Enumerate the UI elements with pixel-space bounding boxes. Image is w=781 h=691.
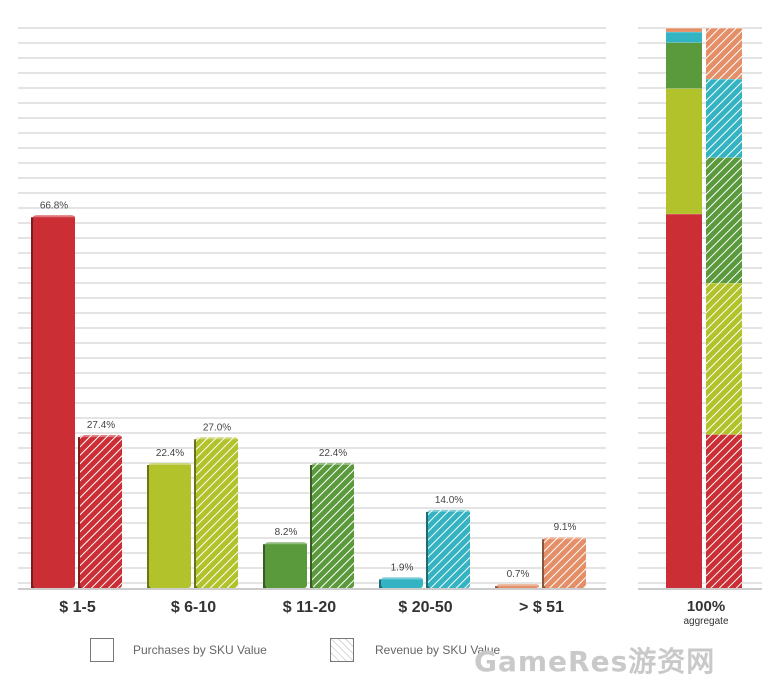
aggregate-stack <box>666 27 742 589</box>
bar-purchases <box>495 584 539 588</box>
aggregate-segment-purchases <box>666 27 702 32</box>
bar-purchases <box>263 542 307 588</box>
aggregate-segment-revenue <box>706 433 742 588</box>
aggregate-segment-revenue <box>706 27 742 80</box>
data-label: 22.4% <box>156 448 184 459</box>
bar-purchases <box>379 577 423 588</box>
aggregate-segment-revenue <box>706 282 742 435</box>
data-label: 1.9% <box>391 562 414 573</box>
data-labels: 66.8% 27.4% 22.4% 27.0% 8.2% 22.4% 1.9% 14.0% 0.… <box>40 200 577 580</box>
aggregate-segment-purchases <box>666 87 702 214</box>
aggregate-sublabel: aggregate <box>683 616 728 627</box>
aggregate-segment-purchases <box>666 31 702 43</box>
data-label: 27.0% <box>203 422 231 433</box>
aggregate-segment-purchases <box>666 213 702 589</box>
legend-revenue-swatch <box>330 638 354 662</box>
data-label: 9.1% <box>554 522 577 533</box>
legend-revenue-label: Revenue by SKU Value <box>375 643 501 657</box>
bar-revenue <box>426 509 470 588</box>
aggregate-label: 100% <box>687 598 725 615</box>
aggregate-segment-revenue <box>706 156 742 284</box>
bar-revenue <box>542 537 586 588</box>
data-label: 8.2% <box>275 527 298 538</box>
bars <box>31 215 586 589</box>
data-label: 0.7% <box>507 569 530 580</box>
data-label: 66.8% <box>40 200 68 211</box>
axis-labels: $ 1-5 $ 6-10 $ 11-20 $ 20-50 > $ 51 100%aggre… <box>59 598 729 627</box>
watermark: GameRes游资网 <box>474 645 716 678</box>
gridlines <box>18 27 762 590</box>
bar-purchases <box>31 215 75 589</box>
data-label: 27.4% <box>87 420 115 431</box>
bar-revenue <box>194 437 238 588</box>
bar-purchases <box>147 463 191 588</box>
legend-purchases-label: Purchases by SKU Value <box>133 643 267 657</box>
aggregate-segment-purchases <box>666 42 702 89</box>
bar-revenue <box>78 435 122 588</box>
data-label: 14.0% <box>435 495 463 506</box>
aggregate-segment-revenue <box>706 78 742 158</box>
category-label: $ 20-50 <box>398 599 452 616</box>
category-label: > $ 51 <box>519 599 564 616</box>
category-label: $ 6-10 <box>171 599 216 616</box>
bar-revenue <box>310 463 354 588</box>
category-label: $ 1-5 <box>59 599 96 616</box>
category-label: $ 11-20 <box>283 599 336 616</box>
data-label: 22.4% <box>319 448 347 459</box>
legend-purchases-swatch <box>90 638 114 662</box>
